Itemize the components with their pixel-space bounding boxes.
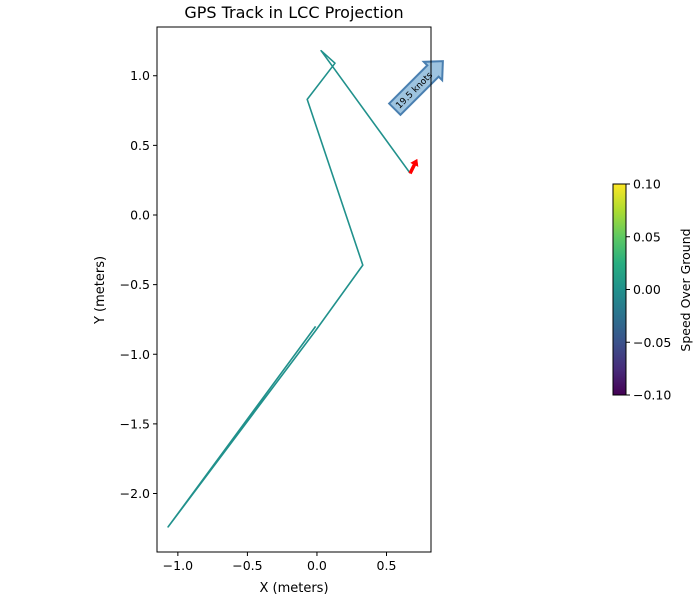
- y-tick-label: 0.5: [130, 138, 150, 153]
- colorbar-ticks: 0.10 0.05 0.00 −0.05 −0.10: [626, 177, 671, 403]
- x-tick-label: 0.5: [377, 558, 397, 573]
- colorbar-tick-label: −0.05: [633, 335, 671, 350]
- x-axis: −1.0 −0.5 0.0 0.5: [163, 552, 397, 573]
- colorbar-tick-label: 0.10: [633, 177, 661, 192]
- speed-annotation: 19.5 knots: [387, 60, 444, 117]
- track-line-0: [167, 49, 411, 528]
- colorbar-tick-label: 0.05: [633, 229, 661, 244]
- colorbar-gradient: [612, 183, 627, 396]
- colorbar-label: Speed Over Ground: [678, 228, 693, 351]
- colorbar-tick-label: −0.10: [633, 388, 671, 403]
- x-tick-label: −0.5: [232, 558, 262, 573]
- plot-area: 19.5 knots: [167, 49, 444, 528]
- x-tick-label: −1.0: [163, 558, 193, 573]
- y-tick-label: 1.0: [130, 68, 150, 83]
- x-axis-label: X (meters): [259, 581, 328, 596]
- x-tick-label: 0.0: [307, 558, 327, 573]
- y-axis-label: Y (meters): [93, 256, 108, 325]
- y-tick-label: −2.0: [120, 486, 150, 501]
- heading-arrow: [408, 158, 419, 175]
- y-tick-label: 0.0: [130, 207, 150, 222]
- y-tick-label: −1.5: [120, 416, 150, 431]
- y-axis: −2.0 −1.5 −1.0 −0.5 0.0 0.5 1.0: [120, 68, 157, 501]
- chart-title: GPS Track in LCC Projection: [184, 3, 403, 22]
- colorbar: 0.10 0.05 0.00 −0.05 −0.10 Speed Over Ground: [612, 177, 693, 403]
- axes-frame: [156, 26, 432, 553]
- colorbar-tick-label: 0.00: [633, 282, 661, 297]
- y-tick-label: −0.5: [120, 277, 150, 292]
- y-tick-label: −1.0: [120, 347, 150, 362]
